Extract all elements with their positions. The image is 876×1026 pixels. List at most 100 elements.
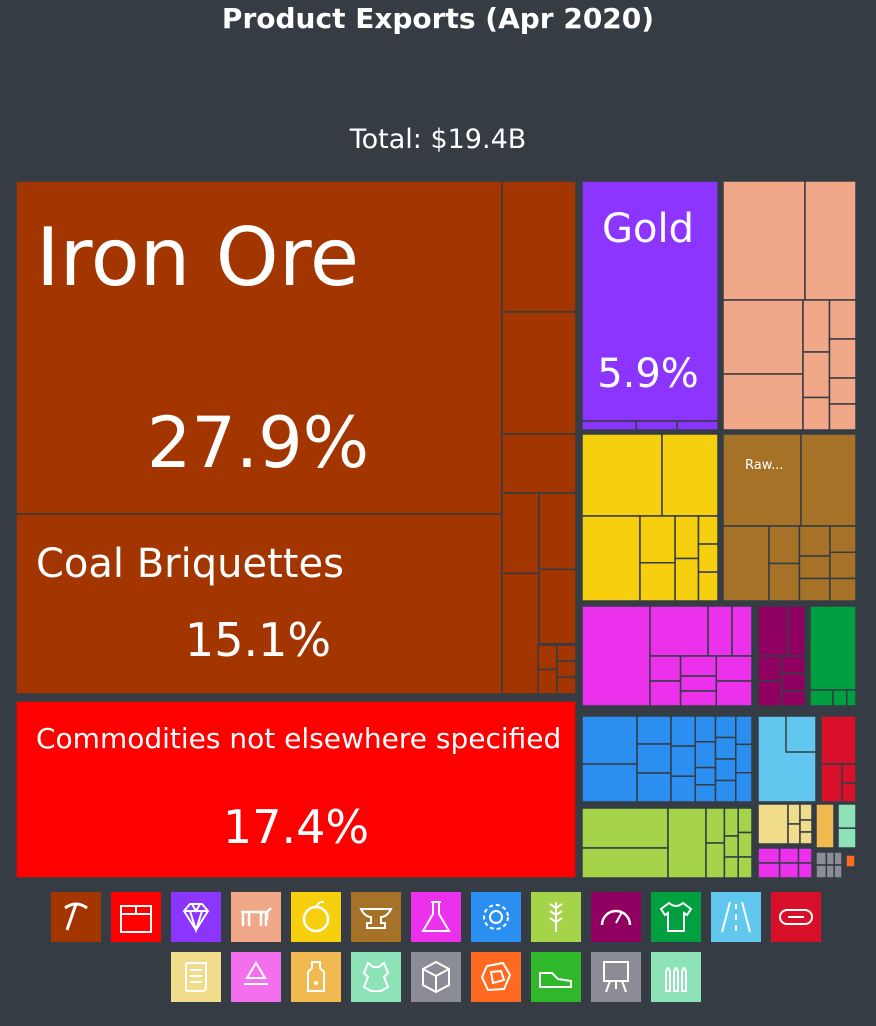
treemap-tile[interactable]: [670, 715, 697, 747]
treemap-tile[interactable]: [802, 299, 831, 353]
easel-icon[interactable]: [591, 952, 641, 1002]
treemap-tile[interactable]: [820, 715, 857, 765]
treemap-tile[interactable]: [581, 763, 638, 803]
treemap-tile[interactable]: [705, 807, 726, 844]
treemap-tile[interactable]: [804, 180, 857, 301]
treemap-tile[interactable]: [722, 299, 804, 375]
tile-commodities-nes[interactable]: [15, 700, 577, 879]
treemap-tile[interactable]: [694, 784, 717, 803]
treemap-tile[interactable]: [735, 772, 753, 803]
treemap-tile[interactable]: [778, 862, 800, 879]
treemap-tile[interactable]: [797, 847, 813, 864]
treemap-tile[interactable]: [667, 807, 707, 879]
treemap-tile[interactable]: [799, 831, 813, 845]
treemap-tile[interactable]: [581, 715, 638, 765]
treemap-tile[interactable]: [828, 299, 857, 340]
treemap-tile[interactable]: [768, 525, 801, 565]
treemap-tile[interactable]: [785, 715, 817, 753]
treemap-tile[interactable]: [636, 772, 672, 803]
treemap-tile[interactable]: [757, 655, 783, 682]
hose-icon[interactable]: [771, 892, 821, 942]
treemap-tile[interactable]: [829, 525, 857, 553]
treemap-tile[interactable]: [674, 515, 700, 560]
treemap-tile[interactable]: [780, 672, 806, 692]
treemap-tile[interactable]: [798, 525, 831, 557]
treemap-tile[interactable]: [639, 515, 676, 564]
treemap-tile[interactable]: [778, 847, 800, 864]
treemap-tile[interactable]: [820, 763, 843, 803]
gear-icon[interactable]: [471, 892, 521, 942]
treemap-tile[interactable]: [697, 543, 719, 573]
cube-icon[interactable]: [411, 952, 461, 1002]
treemap-tile[interactable]: [636, 743, 672, 774]
treemap-tile[interactable]: [828, 377, 857, 405]
treemap-tile[interactable]: [737, 856, 753, 879]
treemap-tile[interactable]: [581, 605, 651, 707]
treemap-tile[interactable]: [538, 492, 577, 571]
treemap-tile[interactable]: [802, 351, 831, 399]
treemap-tile[interactable]: [798, 555, 831, 580]
treemap-tile[interactable]: [670, 745, 697, 777]
treemap-tile[interactable]: [694, 715, 717, 743]
treemap-tile[interactable]: [501, 433, 577, 494]
treemap-tile[interactable]: [501, 572, 540, 695]
treemap-tile[interactable]: [768, 562, 801, 602]
tile-iron-ore[interactable]: [15, 180, 503, 515]
treemap-tile[interactable]: [723, 856, 739, 879]
treemap-tile[interactable]: [828, 403, 857, 431]
treemap-tile[interactable]: [837, 803, 857, 829]
treemap-tile[interactable]: [829, 551, 857, 580]
pickaxe-icon[interactable]: [51, 892, 101, 942]
road-icon[interactable]: [711, 892, 761, 942]
treemap-tile[interactable]: [825, 864, 835, 879]
treemap-tile[interactable]: [825, 851, 835, 866]
treemap-tile[interactable]: [832, 689, 848, 707]
treemap-tile[interactable]: [538, 568, 577, 645]
treemap-tile[interactable]: [581, 847, 669, 879]
treemap-tile[interactable]: [679, 655, 718, 677]
treemap-tile[interactable]: [694, 741, 717, 769]
diamond-icon[interactable]: [171, 892, 221, 942]
treemap-tile[interactable]: [661, 433, 719, 517]
treemap-tile[interactable]: [802, 396, 831, 431]
treemap-tile[interactable]: [501, 311, 577, 435]
treemap-tile[interactable]: [714, 758, 737, 782]
tile-gold[interactable]: [581, 180, 719, 422]
treemap-tile[interactable]: [635, 420, 678, 431]
treemap-tile[interactable]: [722, 180, 806, 301]
bullets-icon[interactable]: [651, 952, 701, 1002]
treemap-tile[interactable]: [715, 655, 753, 682]
stone-icon[interactable]: [471, 952, 521, 1002]
treemap-tile[interactable]: [833, 864, 843, 879]
treemap-tile[interactable]: [787, 605, 806, 657]
shoe-icon[interactable]: [531, 952, 581, 1002]
treemap-tile[interactable]: [679, 690, 718, 707]
treemap-tile[interactable]: [787, 823, 801, 845]
treemap-tile[interactable]: [636, 715, 672, 745]
treemap-tile[interactable]: [722, 525, 770, 602]
treemap-tile[interactable]: [714, 736, 737, 760]
treemap-tile[interactable]: [757, 605, 789, 657]
treemap-tile[interactable]: [809, 605, 857, 691]
shirt-icon[interactable]: [651, 892, 701, 942]
treemap-tile[interactable]: [556, 676, 577, 695]
flask-icon[interactable]: [411, 892, 461, 942]
treemap-tile[interactable]: [649, 680, 682, 707]
treemap-tile[interactable]: [639, 562, 676, 602]
treemap-tile[interactable]: [501, 180, 577, 313]
treemap-tile[interactable]: [757, 803, 789, 845]
treemap-tile[interactable]: [757, 862, 781, 879]
treemap-tile[interactable]: [705, 842, 726, 879]
treemap-tile[interactable]: [679, 675, 718, 692]
treemap-tile[interactable]: [581, 433, 663, 517]
treemap-tile[interactable]: [674, 557, 700, 602]
treemap-tile[interactable]: [787, 803, 801, 825]
treemap-tile[interactable]: [799, 803, 813, 821]
treemap-tile[interactable]: [723, 835, 739, 858]
hide-icon[interactable]: [351, 952, 401, 1002]
treemap-tile[interactable]: [537, 668, 558, 695]
treemap-tile[interactable]: [714, 779, 737, 803]
treemap-tile[interactable]: [723, 807, 739, 837]
fruit-icon[interactable]: [291, 892, 341, 942]
treemap-tile[interactable]: [649, 605, 709, 657]
